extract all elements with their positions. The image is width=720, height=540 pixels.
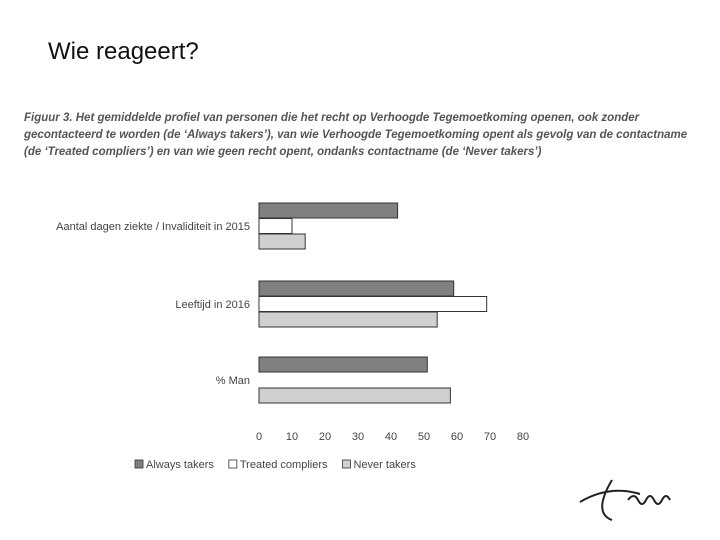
bar bbox=[258, 233, 306, 250]
category-label: Aantal dagen ziekte / Invaliditeit in 20… bbox=[56, 221, 250, 233]
x-tick-label: 30 bbox=[352, 431, 364, 443]
bar bbox=[258, 387, 451, 404]
legend-swatch bbox=[228, 459, 238, 469]
bar bbox=[258, 218, 293, 234]
bar bbox=[258, 311, 438, 328]
x-tick-label: 60 bbox=[451, 431, 463, 443]
x-tick-label: 80 bbox=[517, 431, 529, 443]
bar bbox=[258, 356, 428, 373]
x-tick-label: 70 bbox=[484, 431, 496, 443]
x-tick-label: 50 bbox=[418, 431, 430, 443]
bar bbox=[258, 280, 455, 297]
legend-label: Never takers bbox=[353, 459, 416, 471]
category-label: Leeftijd in 2016 bbox=[175, 299, 250, 311]
legend-label: Always takers bbox=[146, 459, 214, 471]
category-label: % Man bbox=[216, 375, 250, 387]
bar bbox=[258, 296, 488, 312]
x-tick-label: 40 bbox=[385, 431, 397, 443]
caption: Figuur 3. Het gemiddelde profiel van per… bbox=[24, 112, 688, 158]
legend-label: Treated compliers bbox=[240, 459, 328, 471]
x-tick-label: 0 bbox=[256, 431, 262, 443]
x-tick-label: 10 bbox=[286, 431, 298, 443]
bar bbox=[258, 202, 399, 219]
logo bbox=[579, 479, 671, 521]
legend-swatch bbox=[134, 459, 144, 469]
legend-swatch bbox=[342, 459, 351, 469]
x-tick-label: 20 bbox=[319, 431, 331, 443]
slide-title: Wie reageert? bbox=[48, 38, 199, 65]
